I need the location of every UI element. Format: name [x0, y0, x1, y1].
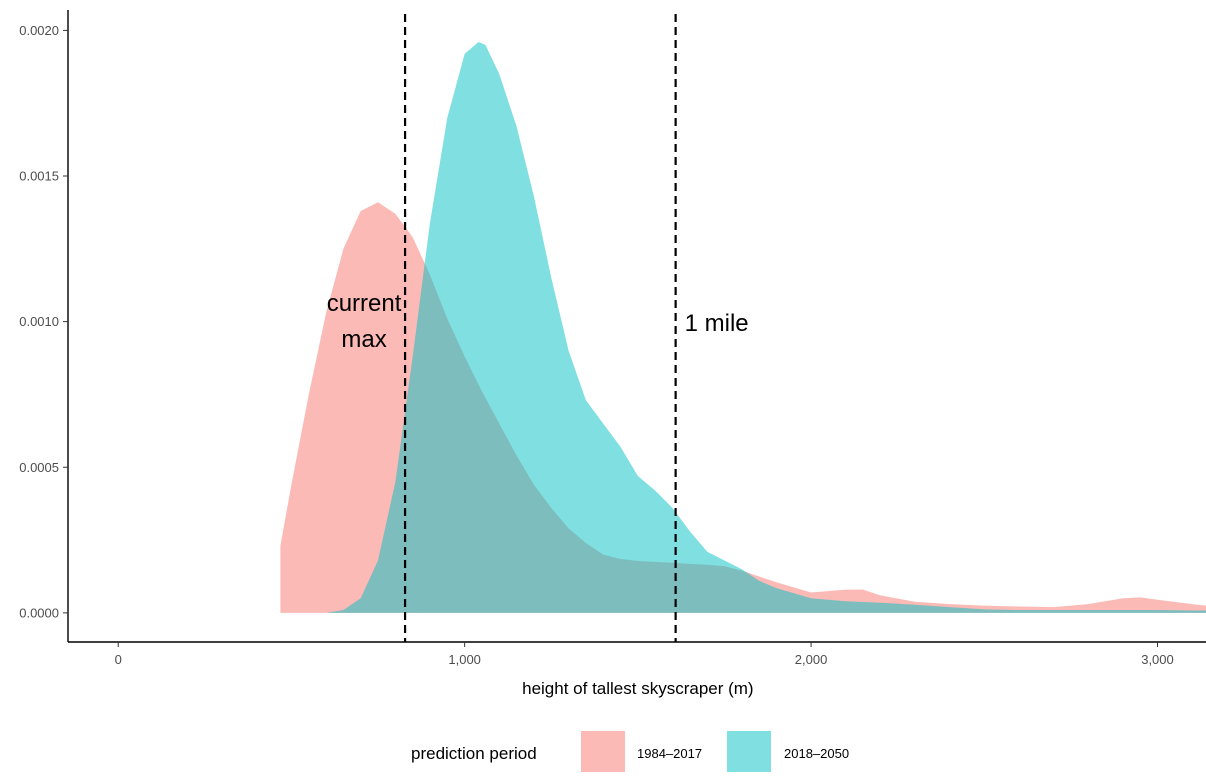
y-tick-label: 0.0005 — [19, 460, 59, 475]
x-tick-label: 0 — [115, 652, 122, 667]
y-tick-label: 0.0015 — [19, 169, 59, 184]
y-tick-label: 0.0010 — [19, 314, 59, 329]
legend: prediction period 1984–2017 2018–2050 — [411, 731, 849, 773]
y-tick-label: 0.0020 — [19, 23, 59, 38]
annotation-current-max: max — [341, 326, 386, 353]
annotation-current-max: current — [327, 290, 402, 317]
legend-swatch-1984-2017 — [581, 731, 625, 773]
y-tick-layer: 0.0000 0.0005 0.0010 0.0015 0.0020 — [19, 23, 68, 620]
legend-items: 1984–2017 2018–2050 — [581, 731, 849, 773]
legend-swatch-2018-2050 — [727, 731, 771, 773]
axis-layer — [67, 10, 1206, 643]
legend-label-1984-2017: 1984–2017 — [637, 746, 702, 761]
reference-line-layer — [403, 14, 677, 642]
x-tick-label: 2,000 — [795, 652, 828, 667]
x-tick-layer: 0 1,000 2,000 3,000 — [115, 642, 1174, 667]
x-axis-title: height of tallest skyscraper (m) — [522, 679, 753, 698]
legend-title: prediction period — [411, 744, 537, 763]
y-tick-label: 0.0000 — [19, 605, 59, 620]
x-tick-label: 1,000 — [448, 652, 481, 667]
series-layer — [280, 42, 1206, 613]
annotation-one-mile: 1 mile — [685, 310, 749, 337]
annotation-layer: current max 1 mile — [327, 290, 749, 353]
legend-label-2018-2050: 2018–2050 — [784, 746, 849, 761]
density-area-2018-2050 — [326, 42, 1206, 613]
x-tick-label: 3,000 — [1141, 652, 1174, 667]
